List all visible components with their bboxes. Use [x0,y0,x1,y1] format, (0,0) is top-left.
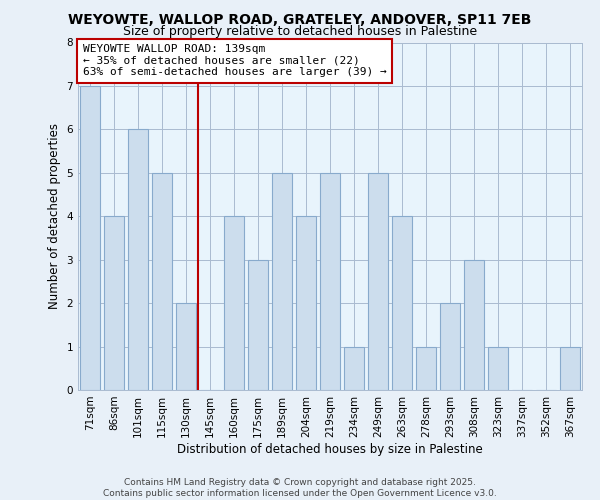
Bar [224,216,244,390]
Bar [152,173,172,390]
Text: Size of property relative to detached houses in Palestine: Size of property relative to detached ho… [123,25,477,38]
Bar [560,346,580,390]
Bar [488,346,508,390]
X-axis label: Distribution of detached houses by size in Palestine: Distribution of detached houses by size … [177,442,483,456]
Bar [80,86,100,390]
Bar [344,346,364,390]
Text: WEYOWTE WALLOP ROAD: 139sqm
← 35% of detached houses are smaller (22)
63% of sem: WEYOWTE WALLOP ROAD: 139sqm ← 35% of det… [83,44,387,78]
Text: WEYOWTE, WALLOP ROAD, GRATELEY, ANDOVER, SP11 7EB: WEYOWTE, WALLOP ROAD, GRATELEY, ANDOVER,… [68,12,532,26]
Bar [416,346,436,390]
Bar [296,216,316,390]
Bar [440,303,460,390]
Bar [176,303,196,390]
Bar [128,130,148,390]
Bar [320,173,340,390]
Bar [104,216,124,390]
Bar [368,173,388,390]
Bar [272,173,292,390]
Bar [248,260,268,390]
Bar [464,260,484,390]
Y-axis label: Number of detached properties: Number of detached properties [48,123,61,309]
Bar [392,216,412,390]
Text: Contains HM Land Registry data © Crown copyright and database right 2025.
Contai: Contains HM Land Registry data © Crown c… [103,478,497,498]
